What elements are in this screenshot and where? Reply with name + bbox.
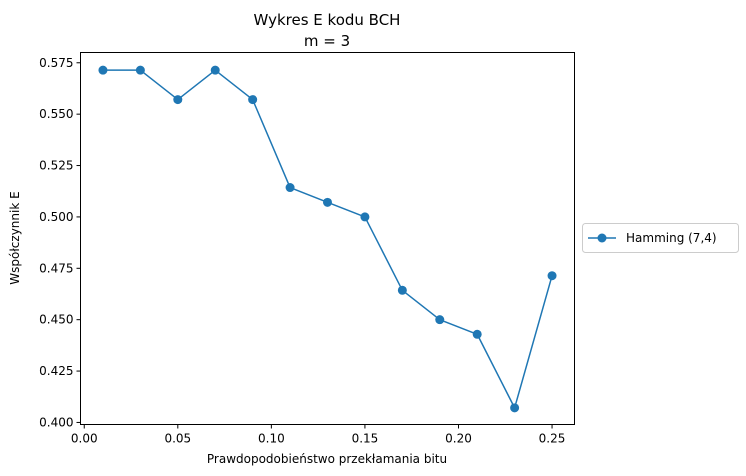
chart-title: Wykres E kodu BCH [254, 11, 401, 29]
data-point [510, 403, 520, 413]
y-tick-label: 0.550 [39, 107, 73, 121]
y-tick-label: 0.500 [39, 210, 73, 224]
y-tick-label: 0.475 [39, 261, 73, 275]
data-point [472, 329, 482, 339]
x-tick-label: 0.25 [539, 432, 566, 446]
data-point [248, 95, 258, 105]
x-tick-label: 0.05 [164, 432, 191, 446]
y-tick-label: 0.575 [39, 56, 73, 70]
legend: Hamming (7,4) [582, 223, 739, 253]
legend-label: Hamming (7,4) [626, 231, 717, 245]
legend-marker [597, 233, 607, 243]
data-point [210, 65, 220, 75]
series-line [102, 69, 553, 409]
y-tick-label: 0.525 [39, 159, 73, 173]
plot-frame [80, 52, 575, 425]
x-axis-label: Prawdopodobieństwo przekłamania bitu [207, 452, 447, 466]
data-point [135, 65, 145, 75]
x-tick-label: 0.10 [258, 432, 285, 446]
x-tick-label: 0.00 [71, 432, 98, 446]
chart-subtitle: m = 3 [304, 32, 350, 50]
data-point [547, 271, 557, 281]
y-tick-label: 0.425 [39, 364, 73, 378]
data-point [360, 212, 370, 222]
legend-frame [582, 223, 739, 253]
data-point [173, 95, 183, 105]
data-point [435, 315, 445, 325]
data-point [397, 285, 407, 295]
data-point [98, 65, 108, 75]
data-point [285, 183, 295, 193]
y-axis-label: Współczynnik E [8, 191, 22, 284]
x-tick-label: 0.20 [445, 432, 472, 446]
data-point [323, 197, 332, 207]
y-tick-label: 0.400 [39, 415, 73, 429]
x-tick-label: 0.15 [352, 432, 379, 446]
y-tick-label: 0.450 [39, 313, 73, 327]
